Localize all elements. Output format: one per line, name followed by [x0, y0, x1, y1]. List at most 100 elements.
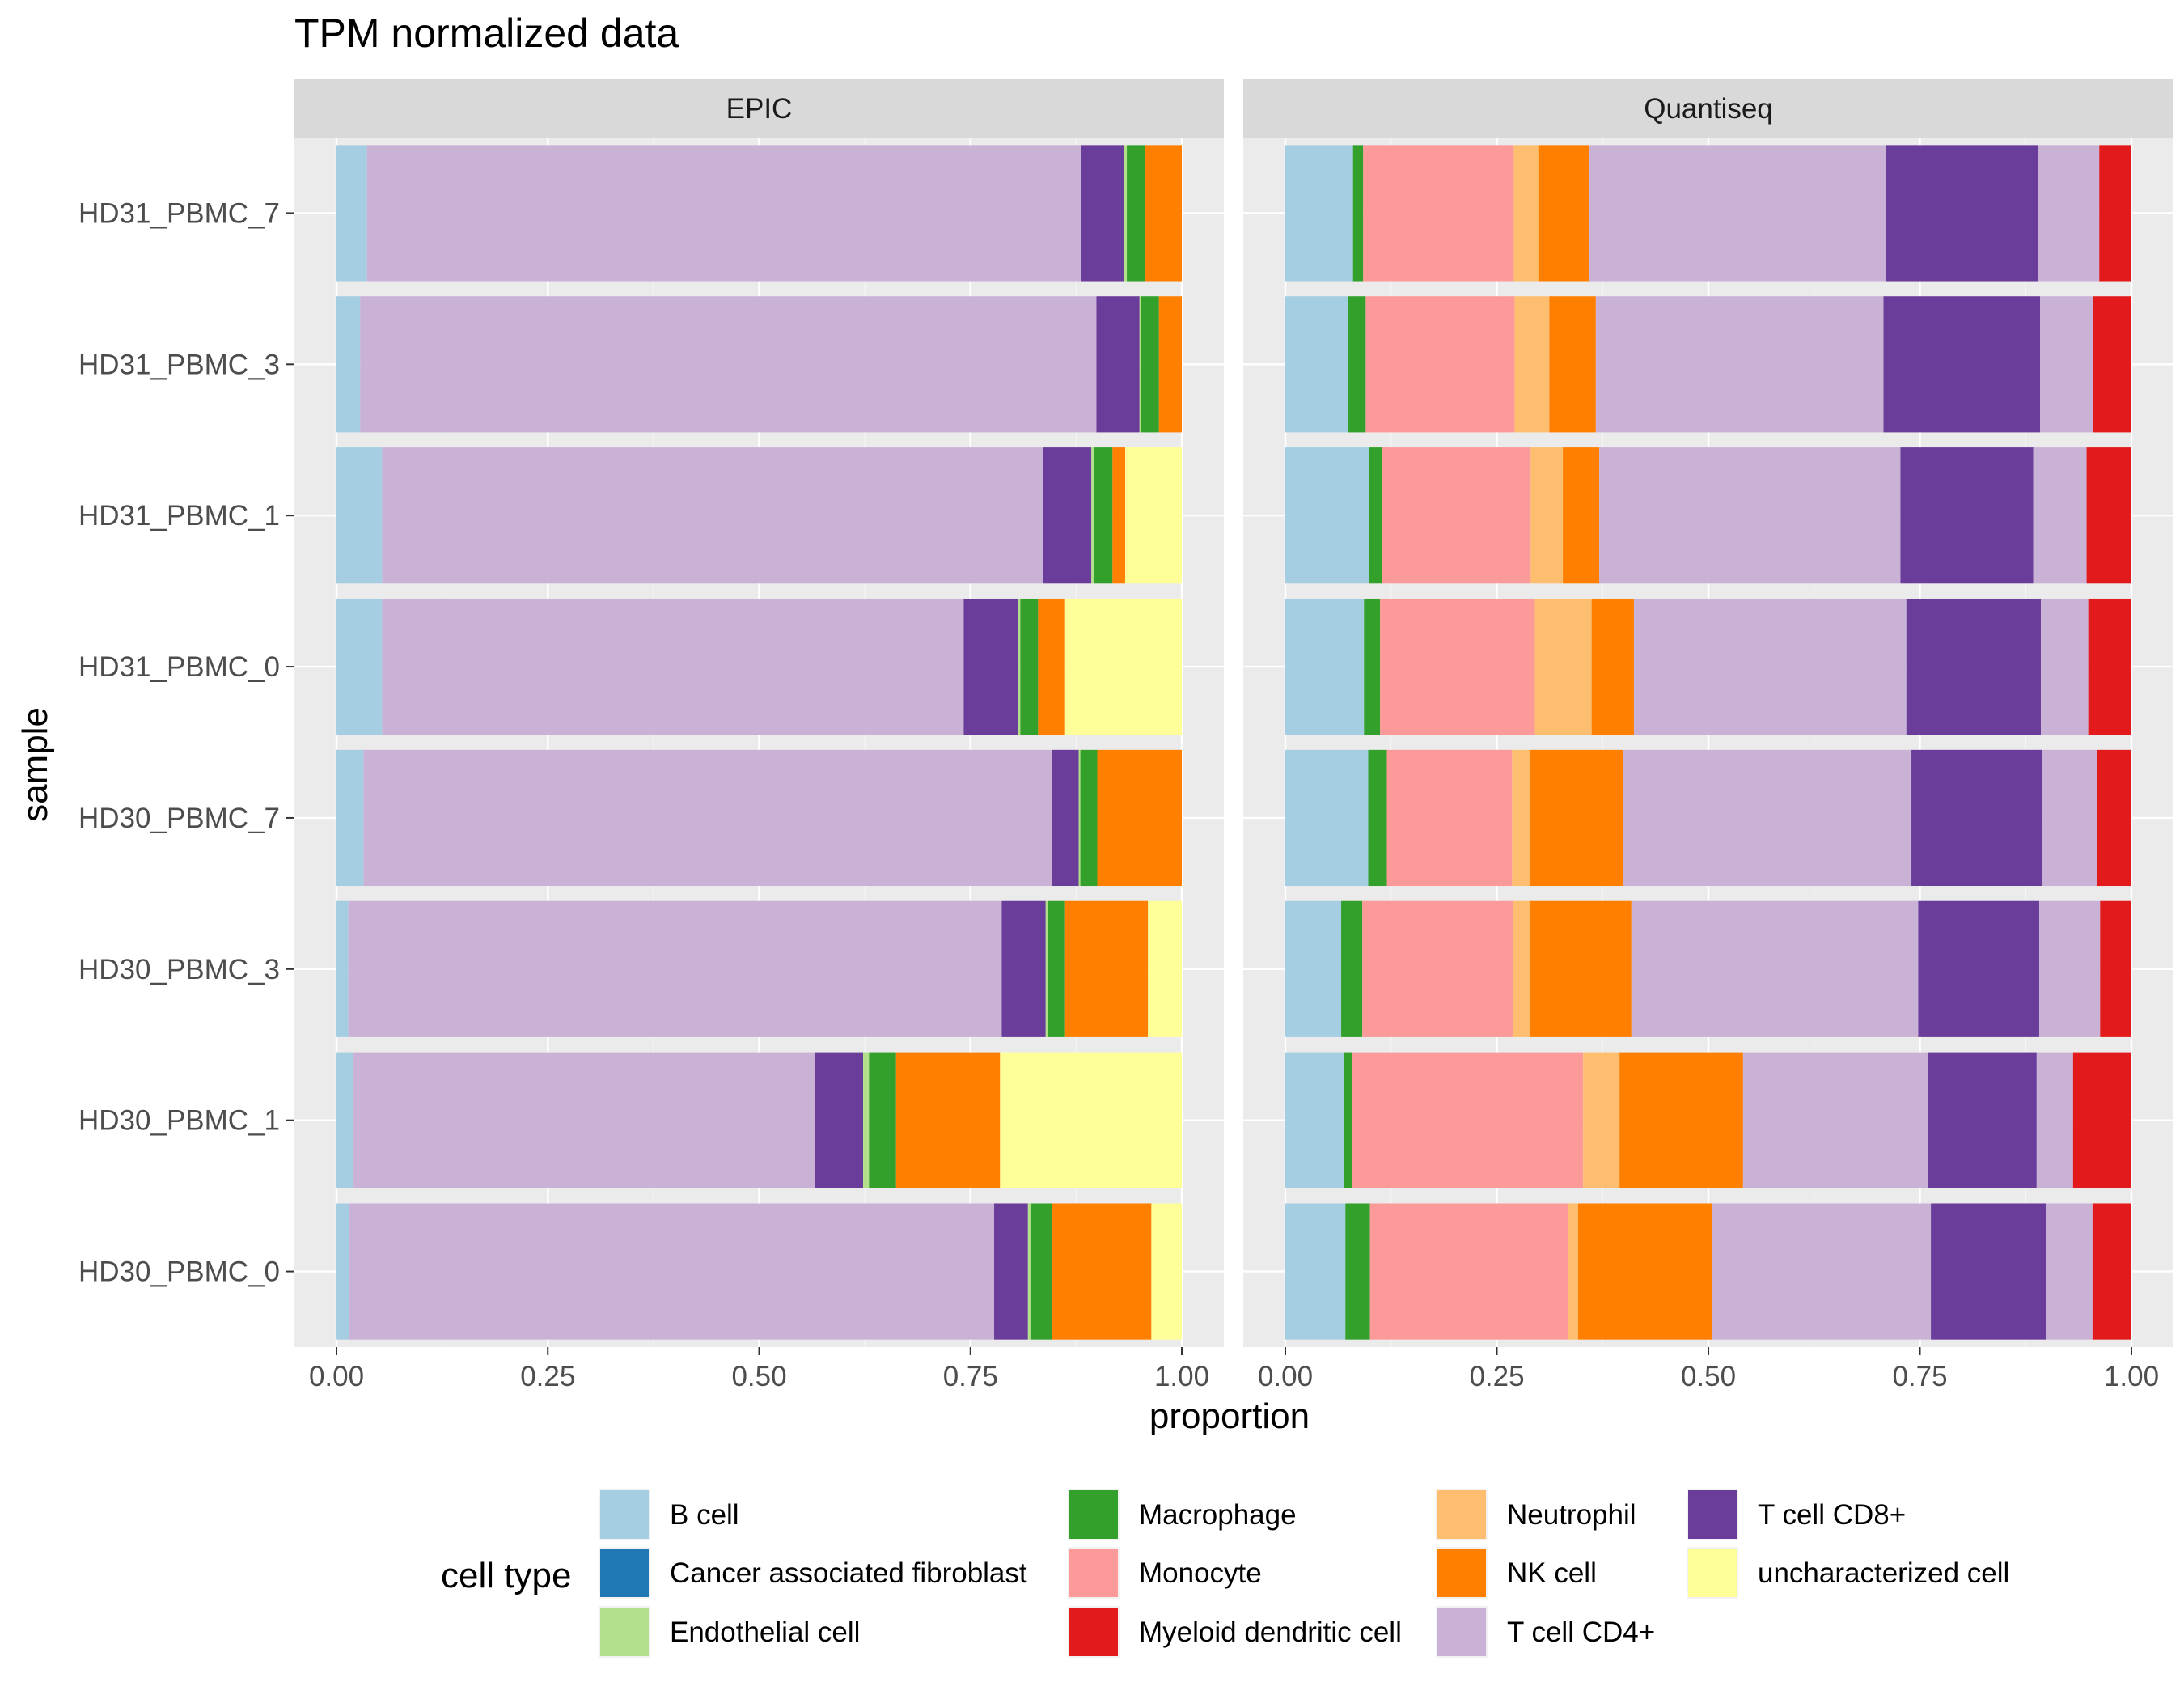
bar-segment-neutrophil	[1583, 1052, 1620, 1188]
bar-hd31-pbmc-1	[1285, 447, 2131, 584]
bar-segment-monocyte	[1380, 598, 1535, 735]
legend-label: Endothelial cell	[670, 1616, 860, 1648]
bar-segment-b-cell	[1285, 749, 1369, 887]
x-tick-label: 1.00	[1154, 1361, 1209, 1392]
bar-segment-b-cell	[1285, 145, 1353, 282]
bar-segment-myeloid-dendritic-cell	[2099, 145, 2131, 282]
bar-segment-nk-cell	[1112, 447, 1125, 584]
bar-segment-nk-cell	[1563, 447, 1600, 584]
bar-segment-nk-cell	[1530, 749, 1623, 887]
bar-segment-uncharacterized-cell	[1064, 598, 1182, 735]
bar-segment-monocyte	[1382, 447, 1531, 584]
bar-segment-myeloid-dendritic-cell	[2092, 1203, 2131, 1340]
legend-item-t-cell-cd4: T cell CD4+	[1436, 1606, 1655, 1658]
legend-key-swatch	[1069, 1549, 1118, 1597]
bar-segment-t-cell-cd4	[2046, 1203, 2093, 1340]
legend-label: T cell CD8+	[1758, 1499, 1906, 1531]
y-tick-label: HD30_PBMC_0	[78, 1256, 280, 1288]
y-tick-label: HD31_PBMC_7	[78, 197, 280, 229]
bar-segment-nk-cell	[1052, 1203, 1152, 1340]
bar-segment-macrophage	[1348, 296, 1366, 433]
bar-segment-t-cell-cd8	[1918, 900, 2039, 1037]
legend-key-swatch	[1688, 1490, 1737, 1539]
bar-segment-uncharacterized-cell	[1124, 447, 1182, 584]
bar-segment-b-cell	[336, 598, 383, 735]
strip-background	[1243, 79, 2173, 138]
bar-hd30-pbmc-0	[336, 1203, 1182, 1340]
bar-segment-b-cell	[1285, 296, 1348, 433]
bar-segment-endothelial-cell	[1018, 598, 1021, 735]
bar-segment-endothelial-cell	[1045, 900, 1048, 1037]
bar-segment-t-cell-cd4	[2036, 1052, 2073, 1188]
bar-segment-t-cell-cd8	[1081, 145, 1124, 282]
bar-segment-myeloid-dendritic-cell	[2093, 296, 2131, 433]
bar-segment-t-cell-cd4	[1595, 296, 1884, 433]
bar-segment-endothelial-cell	[1139, 296, 1141, 433]
bar-segment-nk-cell	[1591, 598, 1634, 735]
facet-panels: EPIC 0.00 0.25 0.50 0.75 1.00 Quantiseq 0.00 0.2…	[294, 79, 2173, 1392]
bar-segment-neutrophil	[1568, 1203, 1578, 1340]
bar-segment-monocyte	[1363, 145, 1514, 282]
legend-key-swatch	[1069, 1490, 1118, 1539]
legend-item-cancer-associated-fibroblast: Cancer associated fibroblast	[599, 1547, 1027, 1599]
strip-label: EPIC	[726, 93, 793, 125]
legend-item-myeloid-dendritic-cell: Myeloid dendritic cell	[1068, 1606, 1402, 1658]
bar-segment-b-cell	[336, 1052, 353, 1188]
bar-segment-t-cell-cd4	[2038, 900, 2101, 1037]
bar-hd31-pbmc-7	[1285, 145, 2131, 282]
bar-segment-endothelial-cell	[1124, 145, 1128, 282]
bar-hd30-pbmc-1	[336, 1052, 1182, 1188]
bar-segment-neutrophil	[1514, 296, 1550, 433]
bar-segment-nk-cell	[1145, 145, 1182, 282]
bar-segment-b-cell	[1285, 1203, 1346, 1340]
bar-segment-monocyte	[1362, 900, 1513, 1037]
bar-segment-t-cell-cd4	[382, 447, 1043, 584]
legend-title: cell type	[441, 1556, 571, 1595]
legend-label: NK cell	[1507, 1557, 1597, 1589]
bar-segment-endothelial-cell	[1091, 447, 1094, 584]
bar-segment-macrophage	[1127, 145, 1146, 282]
bar-segment-nk-cell	[895, 1052, 1001, 1188]
bar-segment-t-cell-cd4	[1633, 598, 1907, 735]
bar-segment-t-cell-cd4	[363, 749, 1052, 887]
bar-hd31-pbmc-1	[336, 447, 1182, 584]
x-tick-label: 0.50	[731, 1361, 786, 1392]
bar-segment-t-cell-cd4	[2040, 296, 2093, 433]
x-tick-label: 0.25	[1469, 1361, 1524, 1392]
legend-label: Macrophage	[1139, 1499, 1297, 1531]
bar-segment-uncharacterized-cell	[1000, 1052, 1182, 1188]
bar-segment-t-cell-cd8	[1928, 1052, 2037, 1188]
bar-segment-t-cell-cd4	[382, 598, 964, 735]
bar-segment-macrophage	[1020, 598, 1039, 735]
bar-segment-t-cell-cd4	[353, 1052, 815, 1188]
legend-key-swatch	[600, 1608, 649, 1656]
bar-segment-neutrophil	[1513, 145, 1539, 282]
bar-segment-b-cell	[336, 145, 367, 282]
bar-segment-monocyte	[1365, 296, 1515, 433]
bar-segment-macrophage	[1341, 900, 1363, 1037]
bar-segment-macrophage	[1141, 296, 1159, 433]
bar-segment-t-cell-cd8	[963, 598, 1018, 735]
x-tick-label: 0.50	[1681, 1361, 1736, 1392]
legend-item-macrophage: Macrophage	[1068, 1489, 1297, 1540]
bar-segment-macrophage	[1352, 145, 1364, 282]
legend-item-t-cell-cd8: T cell CD8+	[1687, 1489, 1906, 1540]
bar-segment-myeloid-dendritic-cell	[2097, 749, 2131, 887]
legend-item-b-cell: B cell	[599, 1489, 739, 1540]
strip-label: Quantiseq	[1644, 93, 1773, 125]
bar-segment-t-cell-cd8	[1911, 749, 2043, 887]
x-tick-label: 0.00	[309, 1361, 364, 1392]
panel-epic: EPIC 0.00 0.25 0.50 0.75 1.00	[294, 79, 1224, 1392]
bar-segment-t-cell-cd4	[1631, 900, 1919, 1037]
x-axis-title: proportion	[1149, 1396, 1310, 1436]
legend-label: T cell CD4+	[1507, 1616, 1655, 1648]
legend-item-nk-cell: NK cell	[1436, 1547, 1597, 1599]
bar-segment-uncharacterized-cell	[1151, 1203, 1182, 1340]
bar-segment-myeloid-dendritic-cell	[2100, 900, 2131, 1037]
bar-segment-nk-cell	[1549, 296, 1596, 433]
legend-key-swatch	[1069, 1608, 1118, 1656]
bar-hd30-pbmc-7	[336, 749, 1182, 887]
bar-segment-t-cell-cd4	[2033, 447, 2087, 584]
legend-item-endothelial-cell: Endothelial cell	[599, 1606, 860, 1658]
x-tick-label: 0.00	[1258, 1361, 1313, 1392]
